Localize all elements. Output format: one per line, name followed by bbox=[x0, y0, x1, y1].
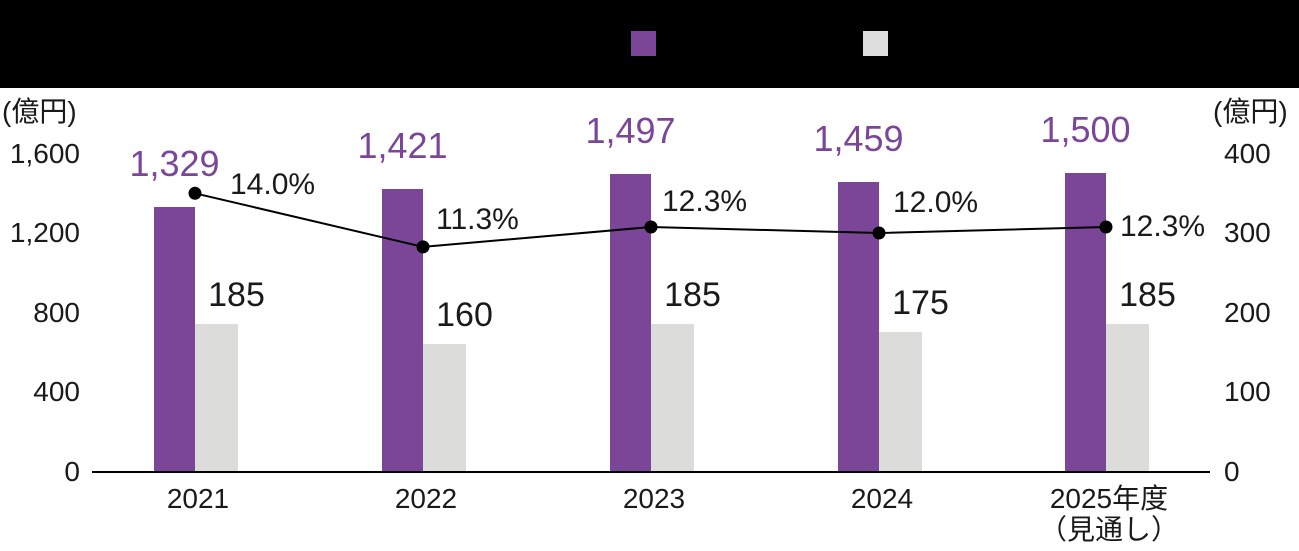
bar-primary-2025年度 bbox=[1065, 173, 1106, 472]
bar-primary-2021 bbox=[154, 207, 195, 472]
percent-label: 12.3% bbox=[1120, 210, 1206, 244]
bar-primary-2023 bbox=[610, 173, 651, 472]
right-axis-tick: 200 bbox=[1224, 296, 1271, 328]
bar-secondary-value-label: 185 bbox=[664, 276, 721, 315]
left-axis-tick: 400 bbox=[33, 376, 80, 407]
x-axis-category-label: 2022 bbox=[394, 483, 458, 514]
left-axis-tick: 1,600 bbox=[9, 137, 80, 169]
bar-secondary-2021 bbox=[195, 324, 238, 472]
right-axis-tick: 100 bbox=[1224, 376, 1271, 407]
bar-primary-value-label: 1,329 bbox=[129, 143, 220, 185]
percent-label: 14.0% bbox=[230, 168, 316, 202]
legend-swatch-secondary bbox=[863, 31, 888, 56]
bar-secondary-2024 bbox=[879, 332, 922, 472]
bar-primary-value-label: 1,497 bbox=[585, 109, 676, 151]
header-band bbox=[0, 0, 1299, 88]
left-axis-unit: (億円) bbox=[2, 96, 77, 127]
x-axis-category-label: 2023 bbox=[622, 483, 686, 514]
bar-primary-value-label: 1,459 bbox=[813, 117, 904, 159]
percent-label: 11.3% bbox=[436, 202, 519, 236]
bar-primary-2024 bbox=[838, 181, 879, 472]
right-axis-tick: 300 bbox=[1224, 217, 1271, 248]
bar-secondary-2022 bbox=[423, 344, 466, 472]
bar-secondary-2025年度 bbox=[1106, 324, 1149, 472]
bar-secondary-value-label: 185 bbox=[1119, 276, 1176, 315]
bar-secondary-2023 bbox=[651, 324, 694, 472]
bar-primary-value-label: 1,500 bbox=[1040, 109, 1131, 151]
right-axis-tick: 400 bbox=[1224, 137, 1271, 169]
x-axis-category-label: 2021 bbox=[166, 483, 230, 514]
bar-secondary-value-label: 185 bbox=[208, 276, 265, 315]
percent-line-dot bbox=[188, 186, 202, 200]
left-axis-tick: 800 bbox=[33, 296, 80, 328]
percent-label: 12.0% bbox=[893, 186, 979, 219]
x-axis-line bbox=[92, 470, 1210, 473]
x-axis-category-label: 2024 bbox=[850, 483, 914, 514]
bar-secondary-value-label: 175 bbox=[892, 284, 949, 323]
left-axis-tick: 1,200 bbox=[9, 217, 80, 248]
bar-secondary-value-label: 160 bbox=[436, 296, 493, 335]
bar-primary-value-label: 1,421 bbox=[357, 125, 448, 167]
right-axis-unit: (億円) bbox=[1213, 96, 1288, 127]
legend-swatch-primary bbox=[631, 31, 656, 56]
left-axis-tick: 0 bbox=[64, 455, 80, 487]
percent-label: 12.3% bbox=[662, 185, 748, 219]
right-axis-tick: 0 bbox=[1224, 455, 1240, 487]
x-axis-category-label: 2025年度 （見通し） bbox=[1038, 483, 1179, 545]
